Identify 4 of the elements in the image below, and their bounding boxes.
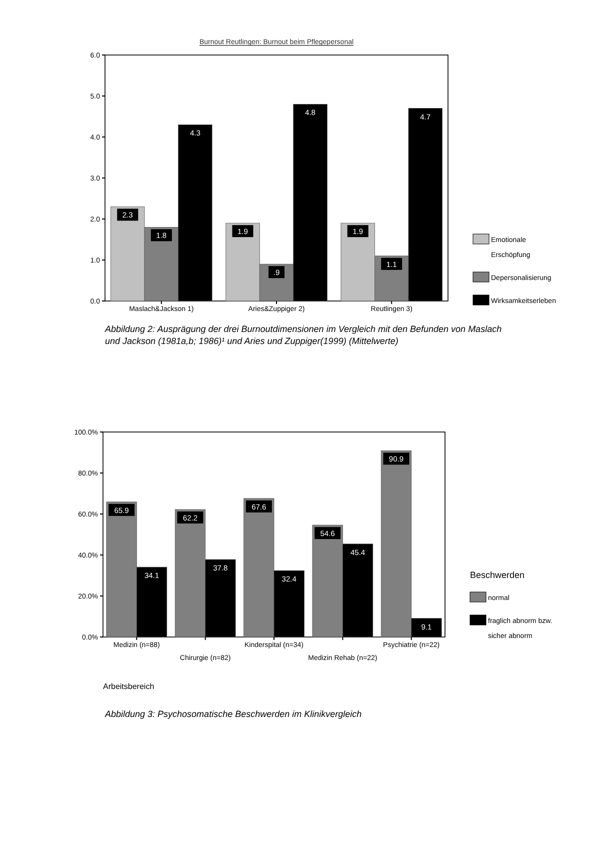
x-axis-title: Arbeitsbereich bbox=[103, 682, 154, 691]
text: Abbildung 2: Ausprägung der drei Burnoutdimensionen im Vergleich mit den Befunden von Maslach und Jackson (1981a,b; 1986)¹ und Aries und Zuppiger(1999) (Mittelwerte) bbox=[104, 324, 502, 346]
legend-title: Beschwerden bbox=[470, 570, 525, 580]
text: Abbildung 3: Psychosomatische Beschwerden im Klinikvergleich bbox=[104, 709, 362, 719]
